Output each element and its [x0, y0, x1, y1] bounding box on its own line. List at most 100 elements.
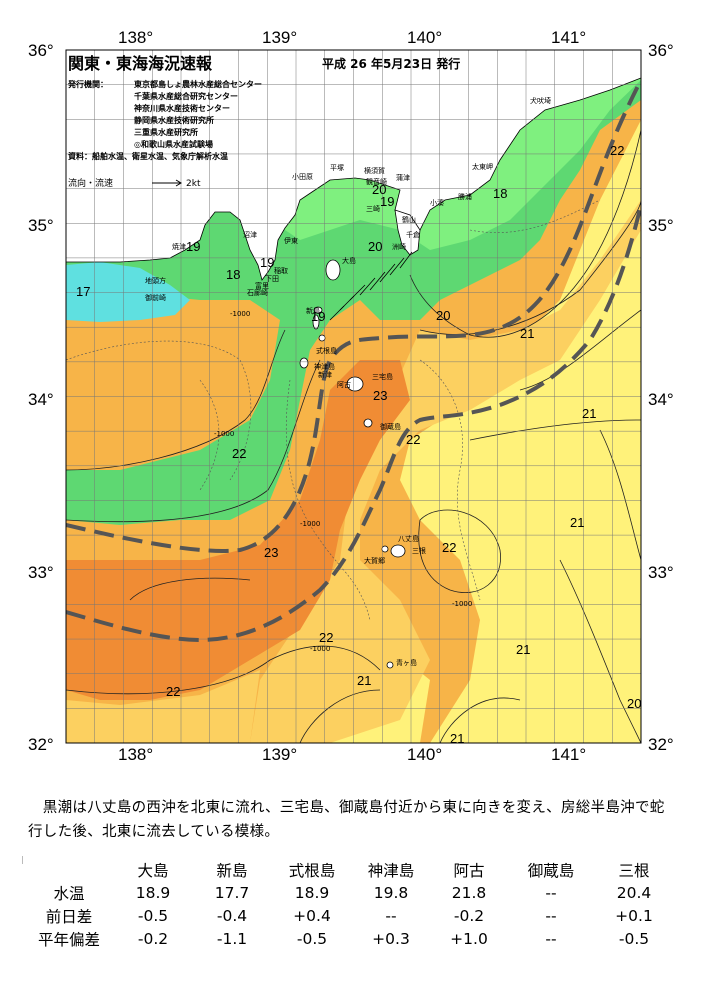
col-header: 三根 — [618, 861, 650, 880]
lat-label-35-right: 35° — [648, 216, 674, 235]
cell: -0.5 — [618, 929, 650, 948]
lat-label-34-left: 34° — [28, 390, 54, 409]
place-mikura: 御蔵島 — [380, 423, 401, 431]
cell: -0.5 — [137, 906, 169, 925]
issue-date: 平成 26 年5月23日 発行 — [322, 57, 461, 71]
land-boso — [394, 209, 421, 256]
stats-row: 前日差 -0.5 -0.4 +0.4 -- -0.2 -- +0.1 — [24, 904, 674, 927]
lon-label-141-bottom: 141° — [551, 745, 587, 764]
map-canvas — [65, 49, 642, 744]
place-shintsu: 新津 — [318, 371, 332, 379]
cell: -- — [545, 883, 557, 902]
cell: +0.3 — [372, 929, 410, 948]
temp-label: 20 — [627, 696, 642, 711]
cell: 18.9 — [294, 883, 330, 902]
island-toshima — [313, 306, 323, 314]
stats-corner — [24, 858, 114, 881]
lon-label-140-top: 140° — [407, 28, 443, 47]
cell: -- — [545, 906, 557, 925]
col-header: 大島 — [137, 861, 169, 880]
temp-label: 22 — [610, 143, 625, 158]
depth-label: -1000 — [310, 645, 331, 653]
map-frame — [65, 49, 642, 744]
place-inatori: 稲取 — [274, 267, 288, 275]
issuer-2: 千葉県水産総合研究センター — [134, 92, 238, 101]
grid-lines — [66, 50, 641, 743]
cell: -1.1 — [216, 929, 248, 948]
temp-label: 22 — [166, 684, 181, 699]
place-yokosuka: 横須賀 — [364, 167, 385, 175]
temp-label: 18 — [226, 267, 241, 282]
place-ito: 伊東 — [284, 237, 298, 245]
place-sunosaki: 洲崎 — [392, 243, 406, 251]
place-miyake: 三宅島 — [372, 373, 393, 381]
map-title: 関東・東海海況速報 — [68, 54, 213, 73]
sources-value: 船舶水温、衛星水温、気象庁解析水温 — [92, 152, 228, 161]
cell: -0.2 — [137, 929, 169, 948]
temp-label: 19 — [311, 309, 326, 324]
col-header: 新島 — [216, 861, 248, 880]
temp-label: 23 — [264, 545, 279, 560]
place-odawara: 小田原 — [292, 173, 313, 181]
sources-label: 資料： — [68, 152, 92, 161]
cell: +0.1 — [615, 906, 653, 925]
island-niijima — [312, 314, 320, 330]
lat-label-32-right: 32° — [648, 735, 674, 754]
temp-label: 19 — [186, 239, 201, 254]
cell: 18.9 — [135, 883, 171, 902]
zone-yellow-sw — [66, 670, 260, 743]
temp-label: 20 — [436, 308, 451, 323]
stats-table: 大島 新島 式根島 神津島 阿古 御蔵島 三根 水温 18.9 17.7 18.… — [24, 858, 674, 950]
cell: 21.8 — [451, 883, 487, 902]
divider-mark — [22, 856, 23, 864]
flow-legend-arrowhead — [175, 179, 182, 187]
sea-temperature-map: 138° 139° 140° 141° 138° 139° 140° 141° … — [28, 28, 674, 764]
island-oshima — [325, 259, 341, 281]
temp-label: 20 — [372, 182, 387, 197]
place-shimoda: 下田 — [265, 275, 279, 283]
place-oshima: 大島 — [342, 257, 356, 265]
lat-label-34-right: 34° — [648, 390, 674, 409]
temp-label: 20 — [368, 239, 383, 254]
depth-label: -1000 — [300, 520, 321, 528]
stats-row: 平年偏差 -0.2 -1.1 -0.5 +0.3 +1.0 -- -0.5 — [24, 927, 674, 950]
cell: -0.5 — [296, 929, 328, 948]
cell: +0.4 — [293, 906, 331, 925]
place-omaezaki: 御前崎 — [145, 294, 166, 302]
flow-legend-label: 流向・流速 — [68, 179, 114, 189]
lat-label-36-left: 36° — [28, 41, 54, 60]
issuers-block: 発行機関： 東京都島しょ農林水産総合センター 千葉県水産総合研究センター 神奈川… — [68, 79, 262, 163]
depth-label: -1000 — [452, 600, 473, 608]
flow-legend-speed: 2kt — [186, 179, 201, 189]
temp-label: 17 — [76, 284, 91, 299]
temp-label: 22 — [406, 432, 421, 447]
temp-label: 21 — [582, 406, 597, 421]
cell: -0.4 — [216, 906, 248, 925]
cell: -- — [385, 906, 397, 925]
island-kozu — [299, 357, 309, 369]
place-tsuruyama: 鶴山 — [402, 216, 416, 224]
place-okago: 大賀郷 — [364, 557, 385, 565]
temp-label: 18 — [493, 186, 508, 201]
place-kozu: 神津島 — [314, 363, 335, 371]
cell: +1.0 — [450, 929, 488, 948]
temp-label: 21 — [520, 326, 535, 341]
zone-cyan-west — [66, 262, 190, 322]
kuroshio-axis — [66, 79, 641, 643]
place-shikine: 式根島 — [316, 347, 337, 355]
row-label: 平年偏差 — [37, 930, 100, 949]
issuer-4: 静岡県水産技術研究所 — [134, 116, 214, 125]
place-irozaki: 石廊崎 — [247, 289, 268, 297]
temp-label: 21 — [570, 515, 585, 530]
row-label: 水温 — [53, 884, 85, 903]
lat-label-33-left: 33° — [28, 563, 54, 582]
temp-label: 23 — [373, 388, 388, 403]
depth-label: -1000 — [214, 430, 235, 438]
stats-row: 水温 18.9 17.7 18.9 19.8 21.8 -- 20.4 — [24, 881, 674, 904]
place-niijima: 新島 — [306, 307, 320, 315]
temp-label: 19 — [260, 255, 275, 270]
lon-label-140-bottom: 140° — [407, 745, 443, 764]
temp-label: 22 — [232, 446, 247, 461]
temp-label: 19 — [380, 194, 395, 209]
temp-label: 22 — [319, 630, 334, 645]
